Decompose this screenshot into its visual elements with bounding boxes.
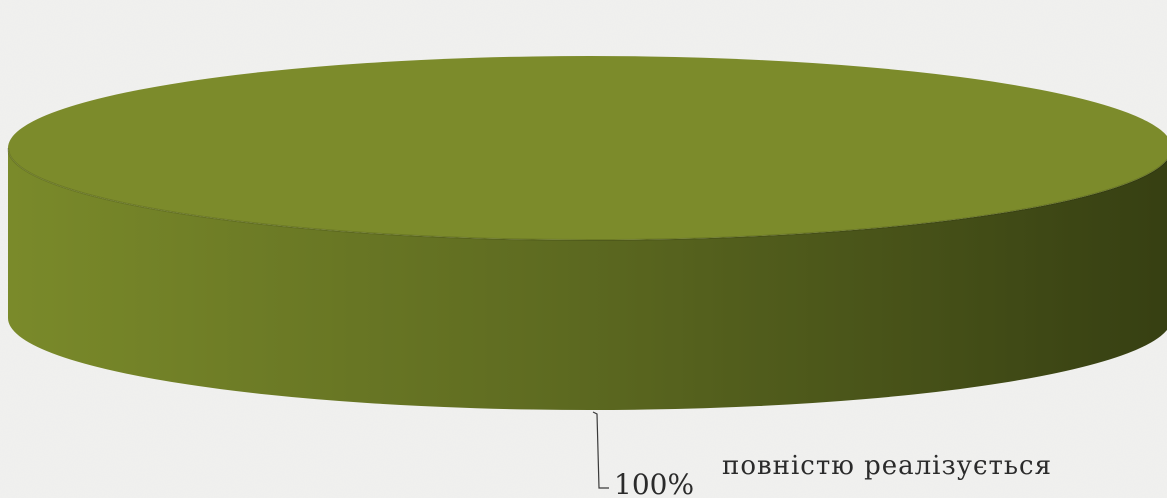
pie-slice-rim <box>7 147 1167 241</box>
data-label-category: повністю реалізується <box>722 451 1052 481</box>
pie-slice-top <box>8 56 1167 240</box>
leader-line <box>592 411 609 489</box>
data-label-percent: 100% <box>614 468 694 498</box>
slices-layer <box>7 56 1167 410</box>
pie-slice-side <box>8 148 1167 410</box>
pie-slice-0 <box>7 56 1167 410</box>
labels-layer: 100% повністю реалізується <box>592 411 1052 498</box>
